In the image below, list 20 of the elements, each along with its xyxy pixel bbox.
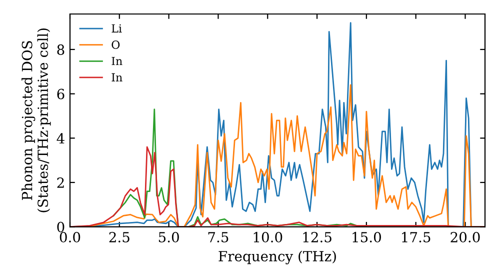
y-tick-label: 4	[56, 133, 64, 144]
y-axis-title: Phonon projected DOS (States/THz·primitive cell)	[22, 28, 51, 212]
y-tick-label: 6	[57, 88, 64, 100]
y-tick-label: 2	[57, 177, 64, 188]
y-tick-label: 8	[57, 44, 64, 55]
x-tick-label: 20.0	[450, 232, 480, 242]
legend-label: In	[112, 73, 122, 82]
legend-label: O	[112, 40, 120, 49]
x-tick-label: 2.5	[109, 232, 130, 242]
x-tick-label: 0.0	[60, 232, 80, 242]
x-tick-label: 7.5	[208, 232, 228, 242]
x-axis-title: Frequency (THz)	[218, 250, 336, 264]
legend-label: In	[112, 56, 122, 66]
legend-label: Li	[112, 24, 122, 32]
x-tick-label: 12.5	[303, 232, 332, 242]
x-tick-label: 17.5	[402, 232, 430, 242]
x-tick-label: 15.0	[352, 232, 381, 242]
x-tick-label: 5.0	[158, 232, 179, 242]
x-tick-label: 10.0	[254, 232, 282, 242]
y-tick-label: 0	[57, 222, 64, 232]
